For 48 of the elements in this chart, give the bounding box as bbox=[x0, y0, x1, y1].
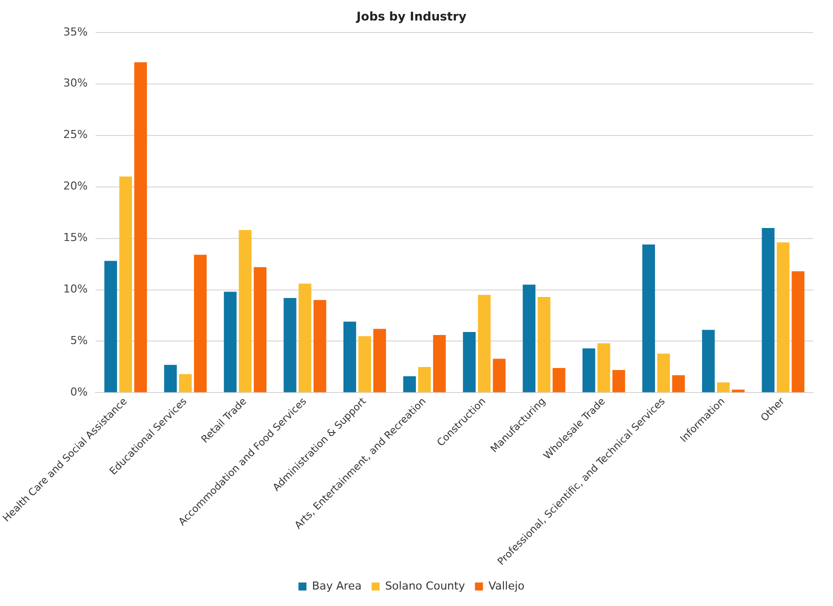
bar bbox=[478, 294, 491, 392]
bar bbox=[792, 271, 804, 392]
bar bbox=[164, 364, 177, 392]
y-tick-label: 5% bbox=[70, 334, 88, 348]
bar bbox=[298, 284, 312, 392]
legend-label: Solano County bbox=[385, 579, 466, 592]
bar bbox=[373, 328, 386, 392]
legend-label: Vallejo bbox=[488, 579, 525, 592]
y-tick-label: 0% bbox=[70, 386, 88, 399]
bar bbox=[716, 382, 730, 392]
y-tick-label: 35% bbox=[63, 25, 88, 38]
chart-title: Jobs by Industry bbox=[356, 9, 467, 24]
y-tick-label: 20% bbox=[63, 180, 88, 193]
bar bbox=[284, 298, 296, 392]
y-tick-label: 10% bbox=[63, 282, 88, 296]
bar bbox=[672, 375, 685, 392]
y-tick-label: 15% bbox=[63, 231, 88, 244]
bar bbox=[732, 390, 745, 392]
bar bbox=[254, 267, 266, 392]
bar bbox=[702, 330, 715, 392]
bar bbox=[314, 300, 326, 392]
bar bbox=[343, 322, 356, 392]
bar bbox=[492, 358, 506, 392]
bar bbox=[538, 296, 550, 392]
bar bbox=[104, 260, 118, 392]
bar bbox=[418, 366, 431, 392]
bar bbox=[462, 332, 476, 392]
bar bbox=[522, 284, 536, 392]
bar bbox=[358, 336, 372, 392]
bar bbox=[119, 176, 132, 392]
bar bbox=[224, 292, 237, 392]
bar bbox=[194, 254, 207, 392]
y-tick-label: 25% bbox=[63, 128, 88, 142]
bar bbox=[582, 348, 596, 392]
bar bbox=[597, 343, 610, 392]
bar bbox=[552, 368, 566, 392]
bar bbox=[403, 376, 416, 392]
y-tick-label: 30% bbox=[63, 76, 88, 90]
bar bbox=[776, 242, 790, 392]
bar bbox=[657, 354, 670, 392]
bar bbox=[762, 228, 775, 392]
bar bbox=[238, 230, 252, 392]
legend-label: Bay Area bbox=[312, 579, 362, 592]
bar bbox=[134, 62, 147, 392]
bar bbox=[433, 335, 446, 392]
bar bbox=[179, 374, 192, 392]
bar bbox=[612, 370, 626, 392]
bar bbox=[642, 244, 655, 392]
